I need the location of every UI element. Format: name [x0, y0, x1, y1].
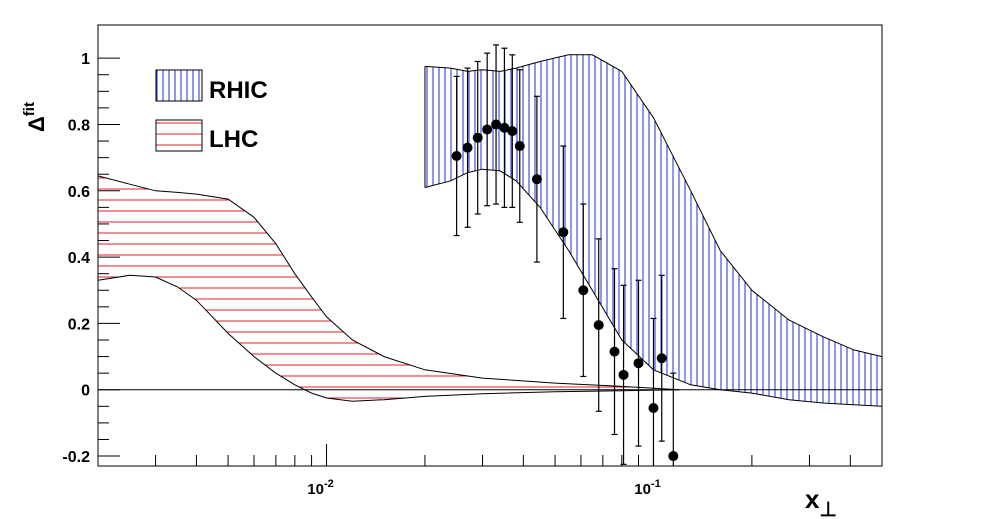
y-axis-title: Δfit	[21, 102, 49, 132]
data-point	[558, 227, 569, 238]
data-point	[462, 142, 473, 153]
legend-label-rhic: RHIC	[209, 77, 268, 104]
y-tick-label: 0.2	[68, 316, 90, 333]
x-axis-title-main: x	[805, 484, 820, 514]
y-tick-label: 1	[81, 51, 90, 68]
band-lhc-lower-edge	[98, 274, 680, 402]
data-point	[499, 122, 510, 133]
band-rhic-lower-edge	[424, 168, 882, 407]
y-tick-label: 0	[81, 383, 90, 400]
data-point	[514, 141, 525, 152]
data-point	[609, 346, 620, 357]
data-point	[656, 353, 667, 364]
data-point	[593, 320, 604, 331]
y-axis-title-text: Δfit	[21, 102, 49, 132]
data-point	[451, 150, 462, 161]
y-tick-label: 0.8	[68, 117, 90, 134]
x-axis-title: x⊥	[805, 484, 837, 519]
data-point	[531, 174, 542, 185]
x-tick-label: 10-1	[634, 478, 660, 498]
band-rhic-upper-edge	[424, 54, 882, 358]
data-points-layer	[451, 44, 679, 466]
data-point	[491, 119, 502, 130]
y-tick-label: 0.4	[68, 250, 90, 267]
x-axis-title-subscript: ⊥	[819, 499, 836, 519]
bands-layer	[98, 54, 882, 407]
band-rhic	[424, 54, 882, 407]
legend-label-lhc: LHC	[209, 126, 258, 153]
axis-ticks	[97, 57, 883, 466]
band-lhc-upper-edge	[98, 175, 680, 391]
y-axis-title-main: Δ	[24, 116, 49, 132]
band-lhc	[98, 175, 680, 402]
data-point	[578, 285, 589, 296]
data-point	[482, 124, 493, 135]
data-point	[633, 358, 644, 369]
y-tick-label: -0.2	[62, 449, 90, 466]
data-point	[668, 451, 679, 462]
legend-swatch-lhc	[155, 119, 203, 152]
legend: RHIC LHC	[155, 69, 268, 153]
x-tick-label: 10-2	[307, 478, 333, 498]
data-point	[648, 402, 659, 413]
data-point	[507, 126, 518, 137]
data-point	[618, 369, 629, 380]
legend-swatch-rhic	[155, 69, 203, 102]
y-axis-title-superscript: fit	[21, 102, 38, 116]
plot-frame	[97, 24, 883, 467]
y-tick-label: 0.6	[68, 184, 90, 201]
data-point	[472, 132, 483, 143]
axis-tick-labels: -0.2 0 0.2 0.4 0.6 0.8 1 10-2 10-1	[62, 51, 660, 498]
